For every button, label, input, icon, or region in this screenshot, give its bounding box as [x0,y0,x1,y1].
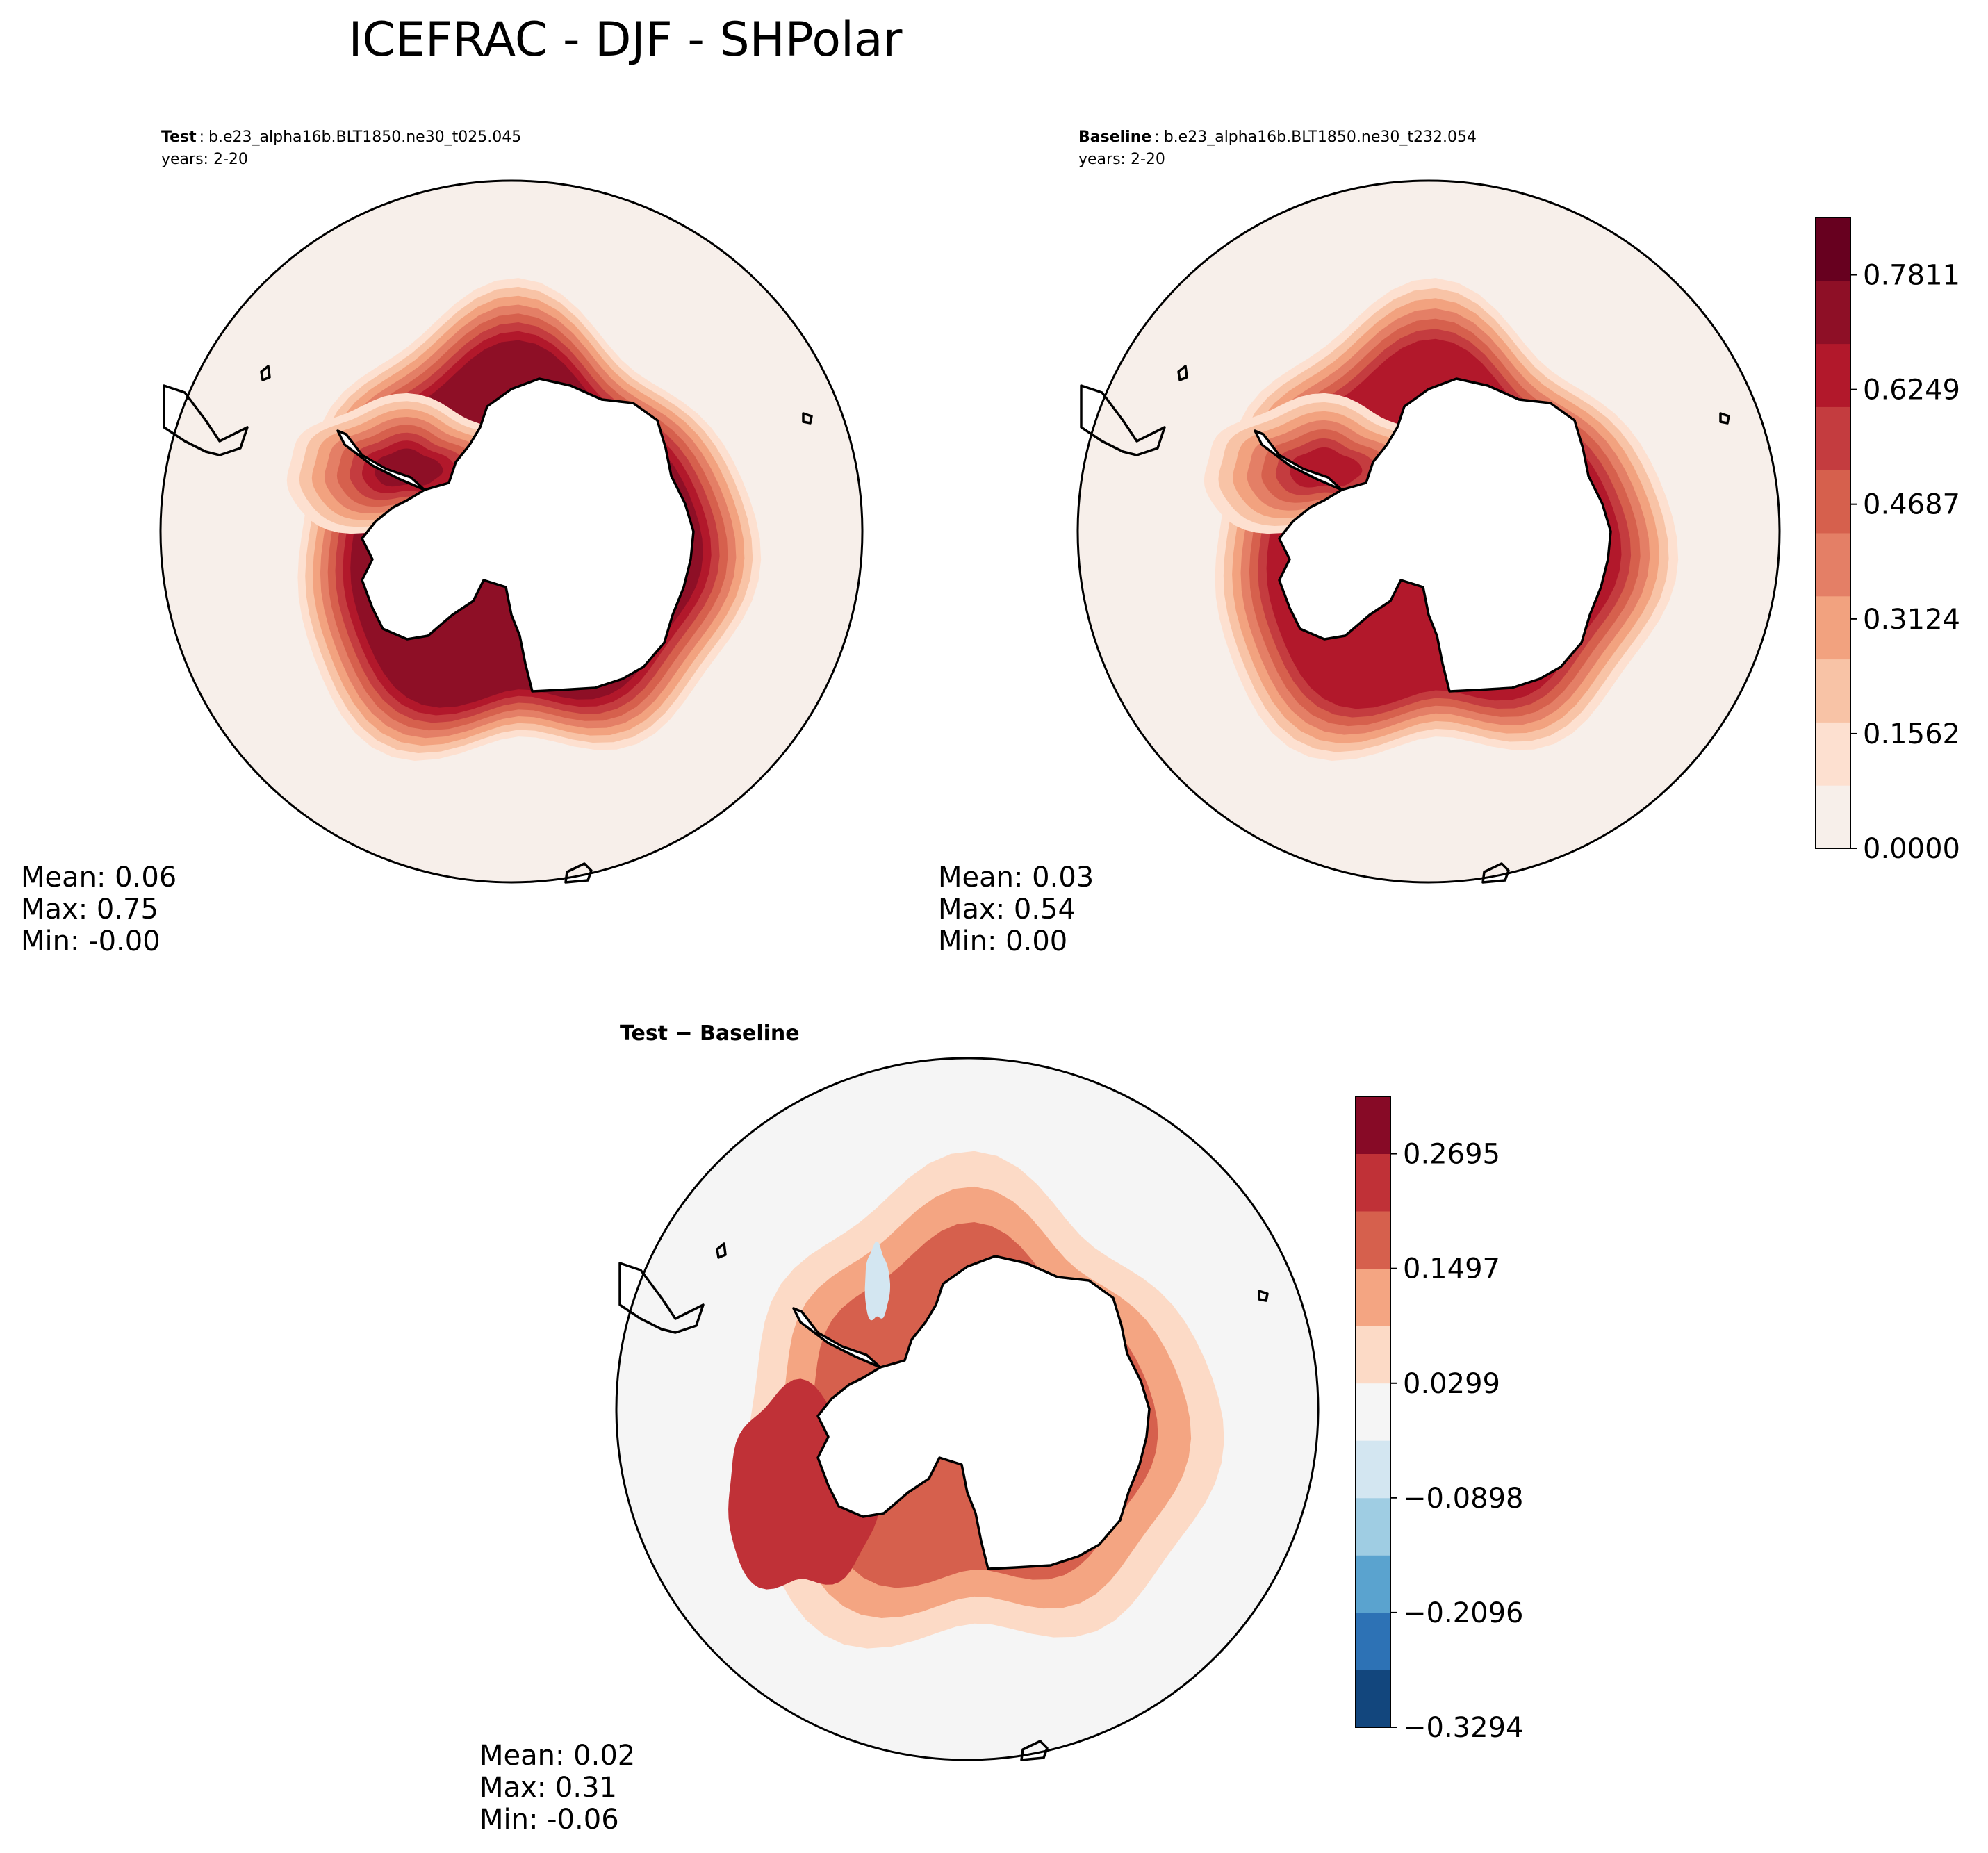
weddell-ice-level-7 [1290,447,1363,488]
test-stat-mean: Mean: 0.06 [21,862,176,893]
colorbar-segment [1816,280,1850,345]
baseline-panel: Baseline: b.e23_alpha16b.BLT1850.ne30_t23… [938,129,1781,957]
test-label-sep: : [199,129,204,146]
test-case-name: b.e23_alpha16b.BLT1850.ne30_t025.045 [208,129,521,146]
baseline-map [1076,179,1781,884]
test-baseline-colorbar: 0.0000 0.1562 0.3124 0.4687 0.6249 0.7811 [1815,217,1960,865]
difference-negative-patch [864,1241,890,1321]
colorbar-segment [1356,1326,1390,1384]
colorbar-segment [1356,1383,1390,1441]
colorbar-tick-label: −0.2096 [1403,1597,1523,1629]
test-map-field [161,181,862,882]
colorbar-segment [1816,785,1850,849]
test-stat-max: Max: 0.75 [21,893,158,925]
test-stat-min: Min: -0.00 [21,925,161,957]
colorbar-tick-label: −0.3294 [1403,1712,1523,1744]
colorbar-segment [1816,470,1850,534]
colorbar-segment [1356,1211,1390,1269]
colorbar-segment [1816,406,1850,470]
baseline-stat-max: Max: 0.54 [938,893,1076,925]
test-map [159,179,864,884]
colorbar-segment [1356,1612,1390,1670]
colorbar-tick-label: 0.2695 [1403,1139,1500,1171]
colorbar-outline [1355,1096,1391,1728]
colorbar-tick-label: 0.3124 [1863,604,1960,636]
colorbar-segment [1356,1153,1390,1212]
colorbar-tick-label: 0.1562 [1863,718,1960,750]
difference-map-boundary [615,1057,1320,1761]
colorbar-tick-label: −0.0898 [1403,1483,1523,1515]
difference-colorbar: −0.3294 −0.2096 −0.0898 0.0299 0.1497 0.2695 [1355,1096,1523,1744]
baseline-case-name: b.e23_alpha16b.BLT1850.ne30_t232.054 [1164,129,1477,146]
baseline-panel-label: Baseline: b.e23_alpha16b.BLT1850.ne30_t23… [1078,129,1477,146]
weddell-ice-level-8 [375,448,443,487]
difference-stat-max: Max: 0.31 [479,1772,617,1804]
difference-panel: Test − Baseline Mean: 0.02 Max: 0.31 Min… [479,1021,1320,1836]
test-map-boundary [159,179,864,884]
difference-map-field [616,1058,1318,1760]
test-panel: Test: b.e23_alpha16b.BLT1850.ne30_t025.04… [21,129,864,957]
baseline-label-bold: Baseline [1078,129,1151,146]
difference-stat-mean: Mean: 0.02 [479,1740,635,1772]
difference-map [615,1057,1320,1761]
colorbar-outline [1815,217,1851,849]
baseline-label-sep: : [1154,129,1159,146]
colorbar-segment [1816,533,1850,597]
baseline-stat-min: Min: 0.00 [938,925,1067,957]
baseline-map-field [1078,181,1780,882]
colorbar-segment [1356,1096,1390,1154]
colorbar-segment [1816,343,1850,407]
difference-title: Test − Baseline [620,1021,800,1046]
baseline-stat-mean: Mean: 0.03 [938,862,1094,893]
colorbar-segment [1356,1555,1390,1613]
baseline-years: years: 2-20 [1078,151,1165,168]
colorbar-segment [1356,1268,1390,1326]
colorbar-tick-label: 0.0299 [1403,1368,1500,1400]
colorbar-tick-label: 0.0000 [1863,833,1960,865]
test-years: years: 2-20 [161,151,248,168]
colorbar-tick-label: 0.7811 [1863,260,1960,292]
test-panel-label: Test: b.e23_alpha16b.BLT1850.ne30_t025.04… [161,129,521,146]
baseline-map-boundary [1076,179,1781,884]
colorbar-tick-label: 0.1497 [1403,1253,1500,1285]
colorbar-segment [1356,1440,1390,1499]
test-label-bold: Test [161,129,197,146]
colorbar-segment [1356,1670,1390,1728]
difference-stat-min: Min: -0.06 [479,1804,619,1836]
colorbar-tick-label: 0.4687 [1863,489,1960,521]
colorbar-segment [1356,1497,1390,1556]
colorbar-tick-label: 0.6249 [1863,374,1960,406]
colorbar-segment [1816,722,1850,786]
colorbar-segment [1816,217,1850,281]
figure-title: ICEFRAC - DJF - SHPolar [349,13,903,67]
colorbar-segment [1816,595,1850,660]
colorbar-segment [1816,659,1850,723]
